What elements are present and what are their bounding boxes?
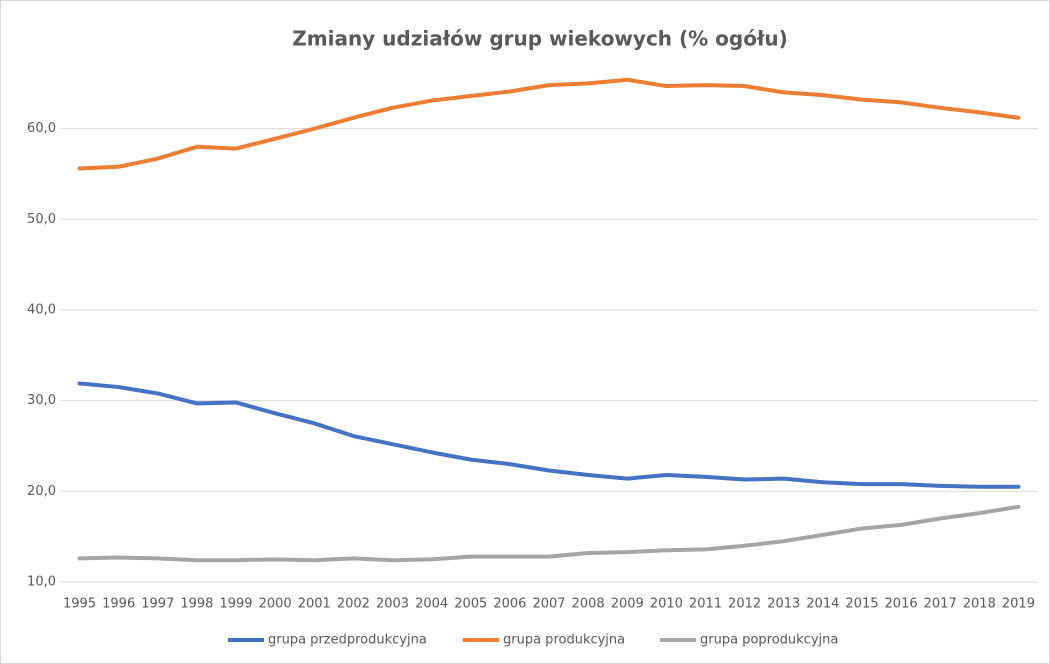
series-line [77, 77, 1021, 171]
x-tick-label: 2006 [493, 597, 526, 612]
y-tick-label: 10,0 [27, 575, 56, 590]
x-tick-label: 2000 [259, 597, 292, 612]
x-tick-label: 1996 [102, 597, 135, 612]
x-tick-label: 1998 [180, 597, 213, 612]
legend-label: grupa przedprodukcyjna [268, 633, 427, 648]
x-tick-label: 2004 [415, 597, 448, 612]
x-tick-label: 2015 [845, 597, 878, 612]
x-tick-label: 2017 [924, 597, 957, 612]
x-tick-label: 2012 [728, 597, 761, 612]
x-tick-label: 1995 [63, 597, 96, 612]
x-tick-label: 2002 [337, 597, 370, 612]
x-tick-label: 2016 [885, 597, 918, 612]
x-tick-label: 2007 [532, 597, 565, 612]
y-tick-label: 60,0 [27, 121, 56, 136]
x-tick-label: 2003 [376, 597, 409, 612]
x-tick-label: 2005 [454, 597, 487, 612]
x-tick-label: 2018 [963, 597, 996, 612]
x-tick-label: 2001 [298, 597, 331, 612]
x-tick-label: 2013 [767, 597, 800, 612]
y-tick-label: 30,0 [27, 393, 56, 408]
series-line [77, 504, 1021, 563]
legend-label: grupa poprodukcyjna [700, 633, 838, 648]
x-tick-label: 2009 [611, 597, 644, 612]
y-tick-label: 20,0 [27, 484, 56, 499]
x-tick-label: 2019 [1002, 597, 1035, 612]
x-tick-label: 2014 [806, 597, 839, 612]
x-tick-label: 2011 [689, 597, 722, 612]
legend-label: grupa produkcyjna [503, 633, 625, 648]
chart-title: Zmiany udziałów grup wiekowych (% ogółu) [292, 27, 788, 51]
x-tick-label: 1997 [141, 597, 174, 612]
series-line [77, 381, 1021, 489]
y-tick-label: 40,0 [27, 303, 56, 318]
y-tick-label: 50,0 [27, 212, 56, 227]
x-tick-label: 2008 [572, 597, 605, 612]
x-tick-label: 2010 [650, 597, 683, 612]
x-tick-label: 1999 [219, 597, 252, 612]
